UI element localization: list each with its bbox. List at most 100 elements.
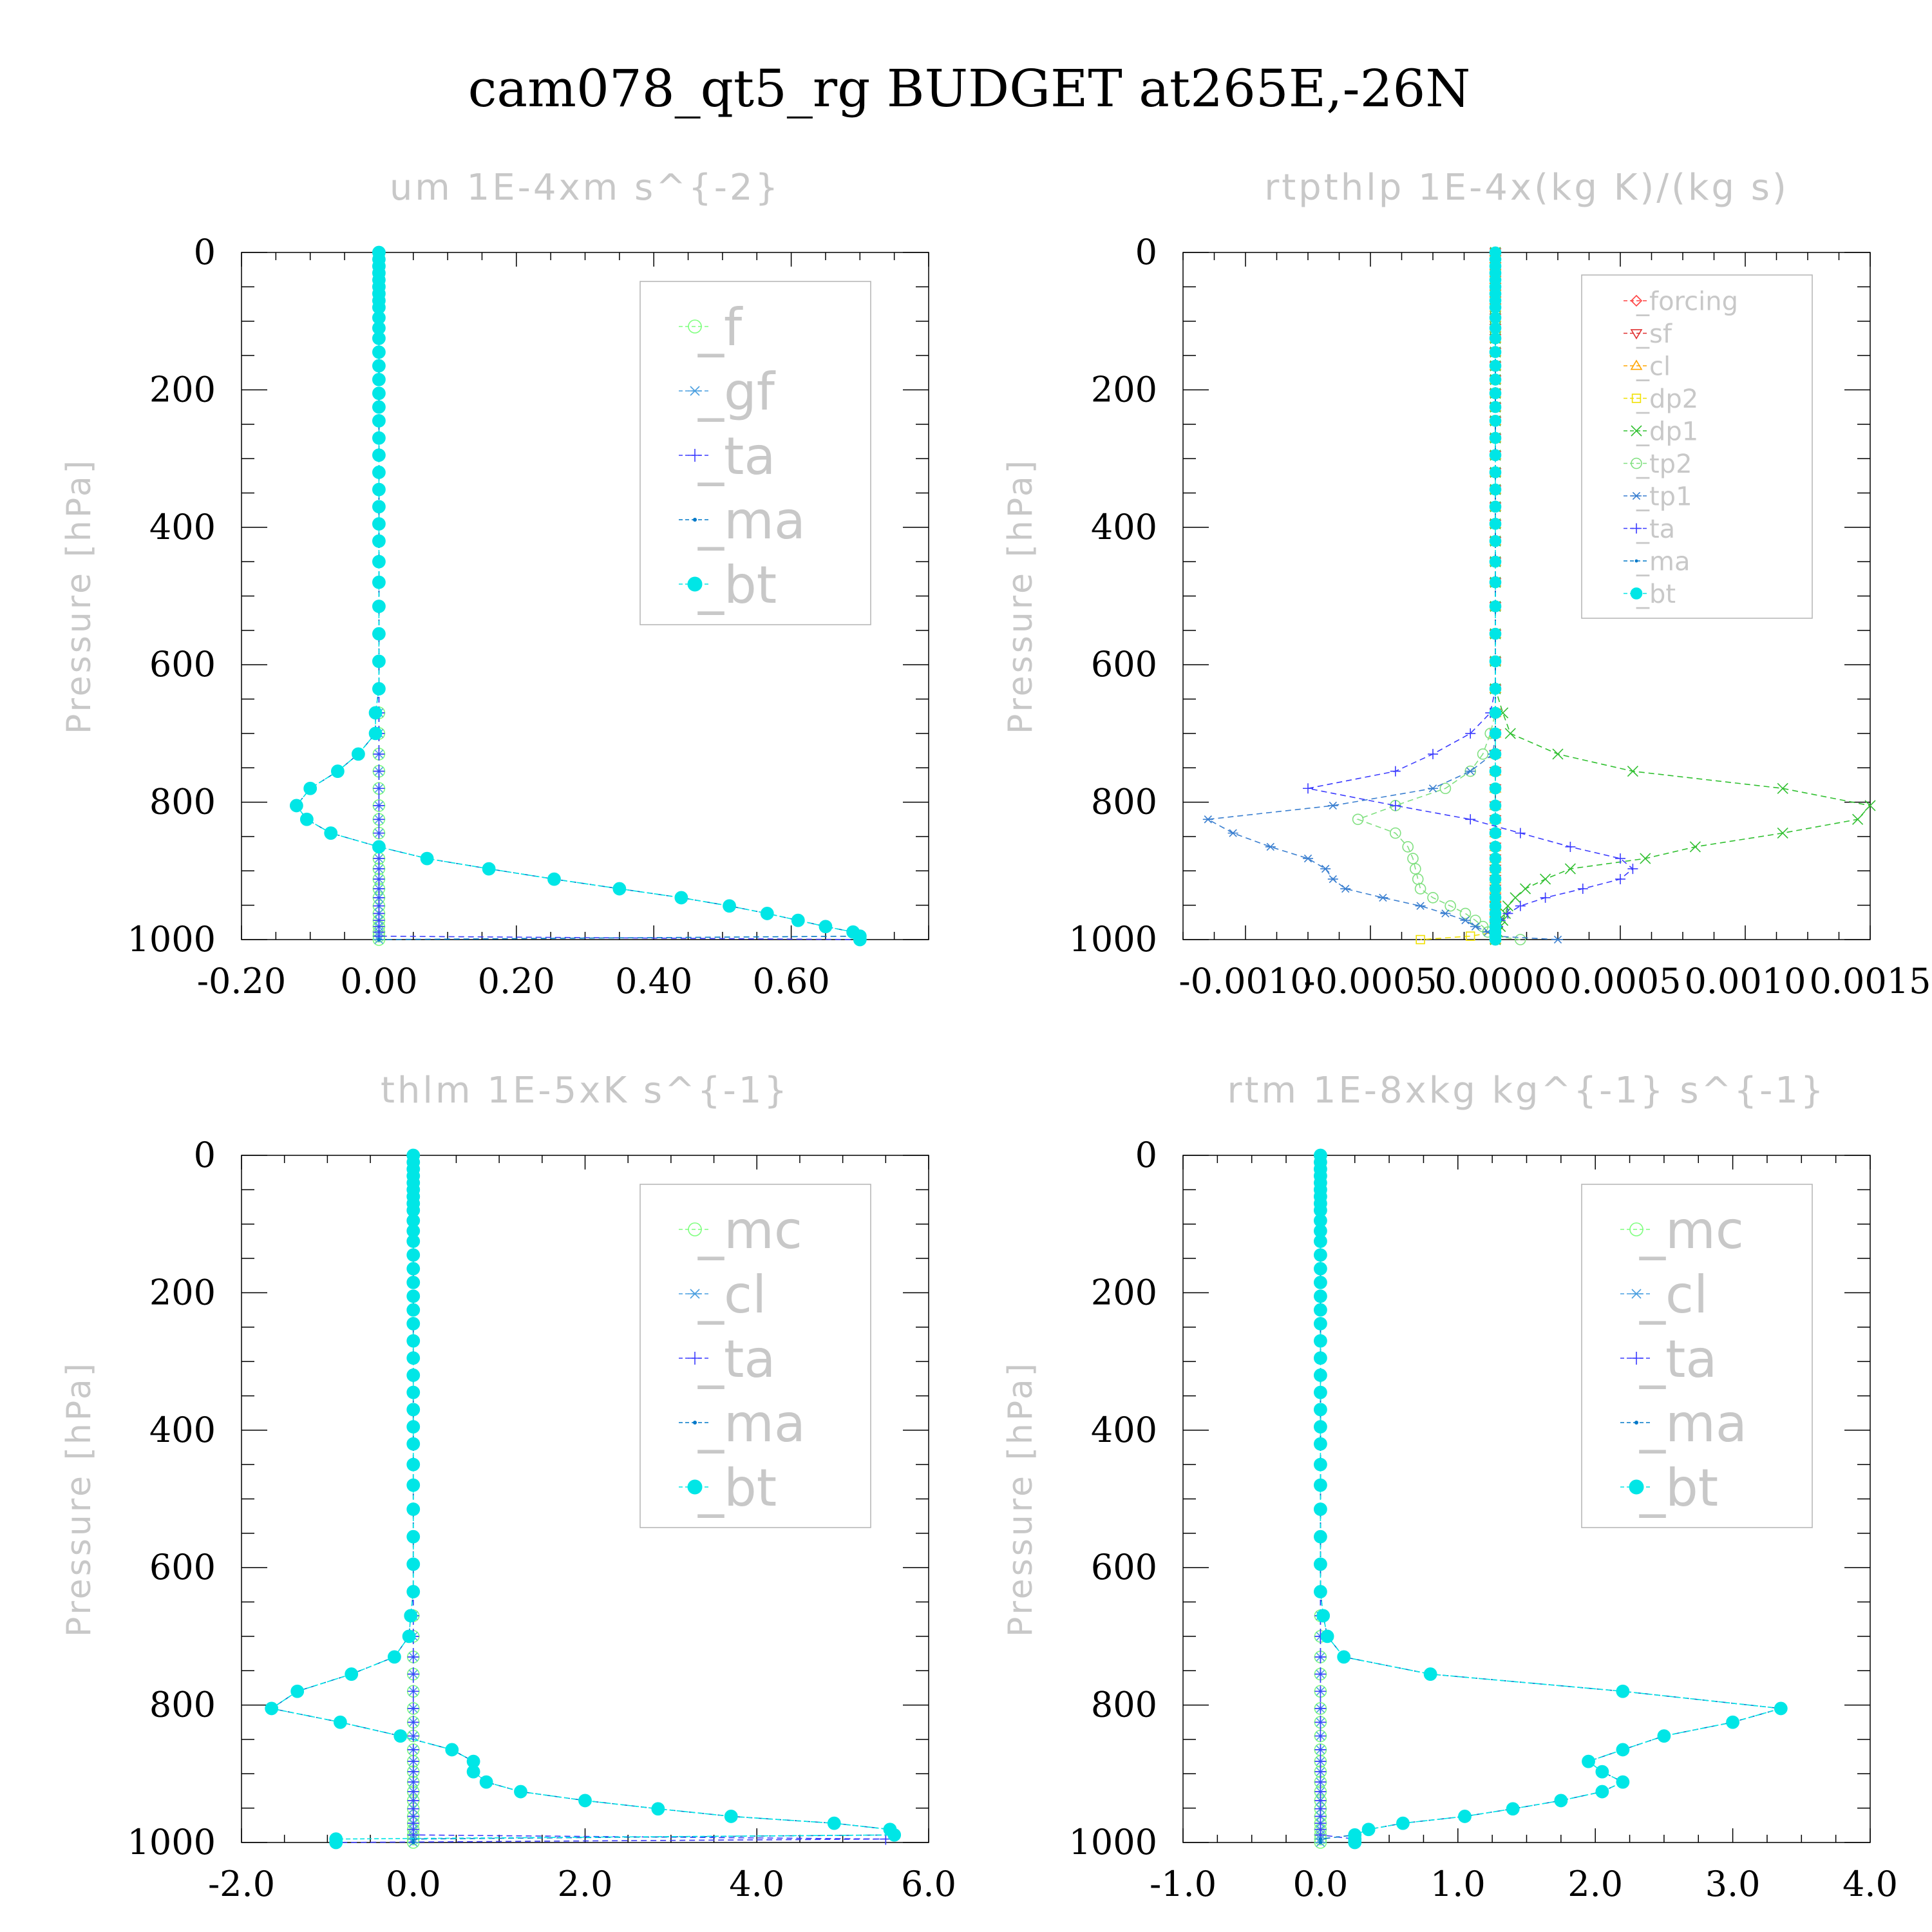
legend-marker (688, 319, 702, 334)
legend-label: _gf (697, 362, 776, 422)
data-point (406, 1248, 421, 1262)
legend: _mc_cl_ta_ma_bt (1581, 1184, 1813, 1528)
axis-ticks (241, 1155, 929, 1843)
data-point (406, 1234, 421, 1248)
data-point (406, 1317, 421, 1331)
data-point (373, 782, 385, 795)
legend-label: _bt (1636, 580, 1676, 609)
data-point (1412, 873, 1424, 885)
data-point (760, 907, 774, 920)
data-point (1489, 748, 1502, 761)
data-point (406, 1585, 421, 1598)
data-point (445, 1743, 459, 1757)
data-point (1202, 815, 1213, 824)
data-point (1489, 683, 1502, 695)
data-point (1627, 864, 1638, 875)
chart-panel-1: -0.20 0.00 0.20 0.40 0.60 0 200 400 600 800 1000 um… (60, 167, 929, 1001)
data-point (1489, 483, 1502, 496)
series-bt (265, 1148, 902, 1850)
data-point (406, 1262, 421, 1276)
legend-label: _ma (697, 1394, 806, 1454)
data-point (1313, 1289, 1327, 1303)
data-point (1466, 931, 1475, 941)
legend-label: _cl (1636, 352, 1671, 381)
data-point (372, 372, 386, 386)
data-point (724, 1810, 738, 1823)
data-point (1313, 1530, 1327, 1544)
data-point (1777, 828, 1788, 839)
data-point (819, 920, 833, 934)
legend-marker (1631, 491, 1642, 500)
data-point (1361, 1823, 1376, 1837)
figure-title: cam078_qt5_rg BUDGET at265E,-26N (468, 59, 1471, 118)
data-point (1554, 1794, 1568, 1808)
data-point (407, 1766, 419, 1778)
legend-entry: _mc (1620, 1200, 1744, 1260)
x-tick-label: 0.0015 (1810, 961, 1931, 1001)
data-point (372, 400, 386, 414)
y-tick-label: 400 (149, 1410, 216, 1450)
data-point (372, 414, 386, 428)
data-point (1318, 1841, 1323, 1844)
data-point (1489, 518, 1502, 530)
y-tick-label: 800 (1091, 782, 1157, 822)
series-tp1 (1202, 248, 1563, 944)
data-point (345, 1667, 359, 1681)
legend-marker (688, 1289, 701, 1299)
data-point (1320, 864, 1331, 873)
data-point (407, 1743, 419, 1756)
x-tick-label: 0.40 (615, 961, 692, 1001)
data-point (1428, 748, 1438, 759)
data-point (406, 1275, 421, 1289)
data-point (373, 748, 385, 760)
data-point (372, 331, 386, 345)
series-bt (1313, 1148, 1788, 1850)
data-point (1726, 1715, 1740, 1729)
y-tick-label: 1000 (128, 919, 216, 960)
data-point (1489, 576, 1502, 589)
legend-entry: _gf (679, 362, 776, 422)
data-point (329, 1835, 343, 1850)
x-tick-label: 0.0000 (1435, 961, 1557, 1001)
data-point (372, 359, 386, 373)
legend-entry: _ma (679, 491, 806, 551)
legend-entry: _cl (1624, 352, 1671, 381)
data-point (887, 1828, 902, 1842)
axis-ticks (1182, 1155, 1871, 1843)
x-tick-label: 0.60 (752, 961, 829, 1001)
data-point (333, 1715, 347, 1729)
legend-box (639, 281, 871, 625)
data-point (1489, 555, 1502, 568)
legend-entry: _ta (679, 426, 775, 486)
data-point (1489, 346, 1502, 359)
data-point (1407, 853, 1419, 864)
data-point (406, 1303, 421, 1317)
panel-title: thlm 1E-5xK s^{-1} (381, 1070, 790, 1112)
x-tick-label: 0.0010 (1685, 961, 1806, 1001)
data-point (1515, 934, 1526, 945)
legend: _mc_cl_ta_ma_bt (639, 1184, 871, 1528)
data-point (372, 575, 386, 589)
legend-label: _tp1 (1636, 482, 1692, 511)
data-point (373, 799, 385, 811)
data-point (1689, 841, 1701, 853)
legend-label: _tp2 (1636, 450, 1692, 479)
data-point (1489, 401, 1502, 413)
data-point (406, 1437, 421, 1451)
data-point (1390, 800, 1401, 811)
x-tick-label: 0.0005 (1560, 961, 1681, 1001)
data-point (373, 765, 385, 777)
data-point (1390, 766, 1401, 777)
legend-marker (1631, 457, 1642, 469)
data-point (372, 386, 386, 401)
data-point (1489, 600, 1502, 612)
series-dp2 (1416, 247, 1501, 945)
data-point (1640, 853, 1651, 864)
y-tick-label: 600 (149, 1547, 216, 1587)
series-line (1420, 252, 1496, 940)
data-point (406, 1502, 421, 1516)
data-point (1314, 1766, 1327, 1778)
legend-box (1581, 1184, 1813, 1528)
y-tick-label: 0 (1135, 232, 1157, 272)
